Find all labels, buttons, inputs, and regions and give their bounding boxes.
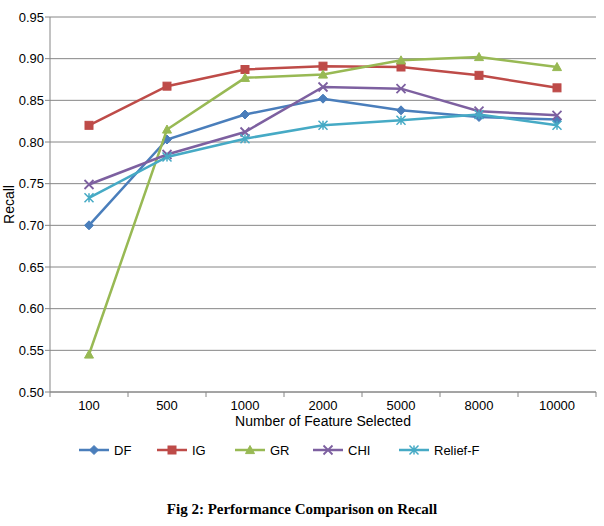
legend-label: IG [192, 443, 206, 458]
y-tick-label: 0.90 [19, 51, 44, 66]
x-tick-divider [128, 392, 129, 397]
grid-line [50, 225, 596, 226]
y-tick-label: 0.95 [19, 10, 44, 25]
data-point [319, 83, 328, 92]
y-tick-label: 0.80 [19, 135, 44, 150]
data-point [85, 180, 94, 189]
x-tick-label: 2000 [309, 398, 338, 413]
data-point [397, 116, 406, 125]
grid-line [50, 183, 596, 184]
y-tick [45, 392, 50, 393]
data-point [553, 121, 562, 130]
data-point [241, 66, 249, 74]
y-tick-label: 0.75 [19, 176, 44, 191]
data-point [475, 53, 484, 61]
grid-line [50, 267, 596, 268]
y-tick [45, 225, 50, 226]
data-point [397, 56, 406, 64]
x-tick-divider [518, 392, 519, 397]
grid-line [50, 58, 596, 59]
series-line [89, 99, 557, 226]
series [85, 53, 562, 359]
data-point [553, 111, 562, 120]
y-tick-label: 0.85 [19, 93, 44, 108]
data-point [163, 82, 171, 90]
y-tick-label: 0.50 [19, 385, 44, 400]
y-tick [45, 17, 50, 18]
grid-line [50, 142, 596, 143]
data-point [475, 110, 484, 119]
y-axis-label: Recall [1, 185, 17, 224]
data-point [319, 62, 327, 70]
grid-line [50, 350, 596, 351]
data-point [397, 84, 406, 93]
y-tick-label: 0.65 [19, 260, 44, 275]
legend-marker [168, 446, 176, 454]
legend-label: GR [270, 443, 290, 458]
x-axis-label: Number of Feature Selected [235, 413, 411, 429]
data-point [553, 63, 562, 71]
data-point [553, 84, 561, 92]
x-tick-label: 500 [156, 398, 178, 413]
data-point [163, 153, 172, 162]
x-tick-divider [362, 392, 363, 397]
data-point [475, 71, 483, 79]
series [85, 83, 562, 190]
grid-line [50, 392, 596, 393]
chart: 0.50 0.55 0.60 0.65 0.70 0.75 0.80 0.85 0.90 0.95… [0, 0, 604, 526]
data-point [85, 221, 94, 230]
data-point [241, 73, 250, 81]
data-point [319, 94, 328, 103]
plot-area [85, 53, 562, 359]
series-line [89, 87, 557, 185]
data-point [85, 350, 94, 358]
x-tick-divider [206, 392, 207, 397]
y-tick-label: 0.55 [19, 343, 44, 358]
grid-line [50, 308, 596, 309]
x-tick-label: 5000 [387, 398, 416, 413]
x-tick-divider [596, 392, 597, 397]
legend-marker [410, 446, 419, 455]
x-tick-label: 1000 [231, 398, 260, 413]
series [85, 94, 562, 230]
y-tick-label: 0.60 [19, 301, 44, 316]
data-point [85, 193, 94, 202]
x-tick-divider [50, 392, 51, 397]
x-tick-label: 100 [78, 398, 100, 413]
legend-label: DF [114, 443, 131, 458]
title: Fig 2: Performance Comparison on Recall [167, 501, 437, 517]
y-tick [45, 58, 50, 59]
x-tick-label: 10000 [539, 398, 575, 413]
legend-label: CHI [348, 443, 370, 458]
series-line [89, 115, 557, 198]
data-point [163, 125, 172, 133]
series-line [89, 57, 557, 355]
legend-label: Relief-F [434, 443, 480, 458]
y-tick [45, 267, 50, 268]
x-tick-label: 8000 [465, 398, 494, 413]
y-tick [45, 183, 50, 184]
y-tick [45, 350, 50, 351]
x-axis [50, 392, 596, 393]
series [85, 110, 562, 202]
data-point [241, 110, 250, 119]
data-point [319, 70, 328, 78]
x-tick-divider [440, 392, 441, 397]
y-axis [50, 17, 51, 392]
legend: DF IG GR CHI Relief-F [79, 443, 480, 458]
data-point [319, 121, 328, 130]
legend-marker [324, 446, 333, 455]
data-point [85, 121, 93, 129]
y-tick-label: 0.70 [19, 218, 44, 233]
legend-marker [246, 446, 255, 454]
grid-line [50, 17, 596, 18]
x-tick-divider [284, 392, 285, 397]
y-tick [45, 308, 50, 309]
y-tick [45, 142, 50, 143]
legend-marker [90, 446, 99, 455]
data-point [241, 134, 250, 143]
series [85, 62, 561, 129]
data-point [397, 106, 406, 115]
y-tick [45, 100, 50, 101]
